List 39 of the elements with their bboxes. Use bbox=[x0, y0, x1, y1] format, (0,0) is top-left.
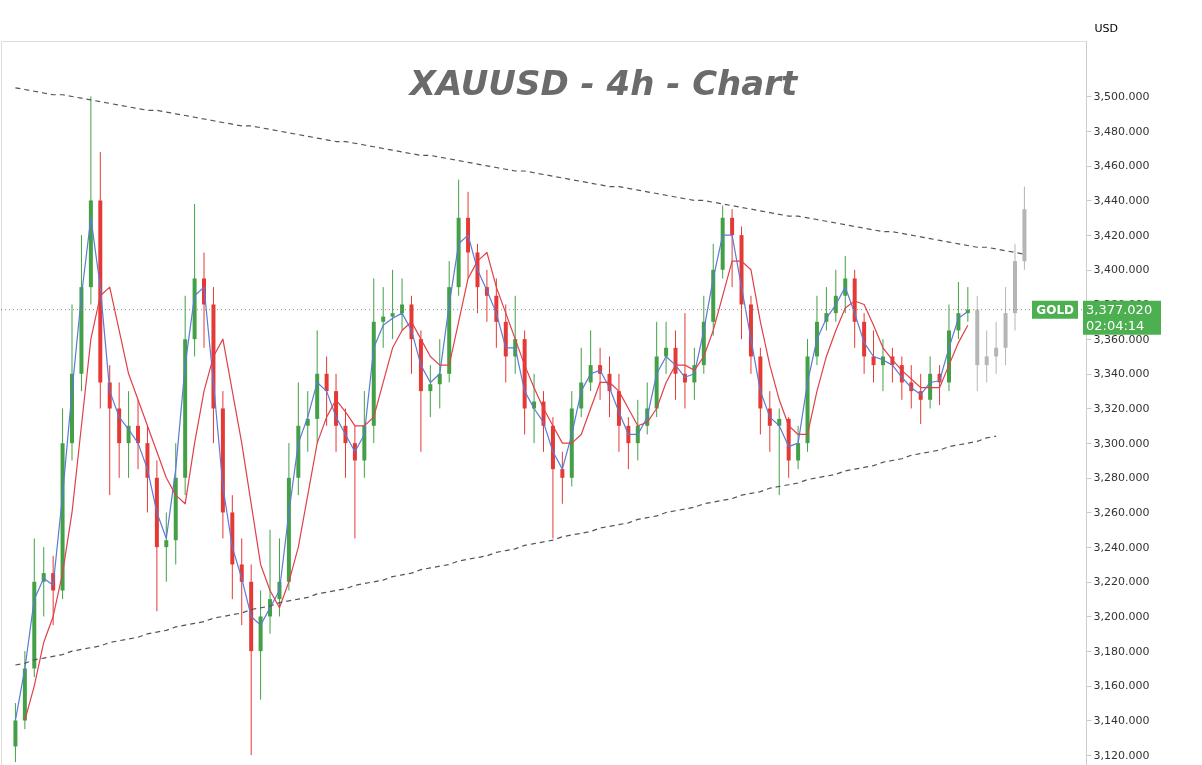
y-tick-label: 3,440.000 bbox=[1093, 193, 1150, 207]
y-tick-label: 3,500.000 bbox=[1093, 89, 1150, 103]
y-tick-label: 3,140.000 bbox=[1093, 713, 1150, 727]
y-tick-label: 3,360.000 bbox=[1093, 332, 1150, 346]
line-series bbox=[14, 435, 997, 666]
candlestick bbox=[994, 321, 999, 375]
y-tick-label: 3,280.000 bbox=[1093, 471, 1150, 485]
candlestick bbox=[381, 286, 386, 349]
candlestick bbox=[560, 451, 565, 505]
y-tick-label: 3,320.000 bbox=[1093, 401, 1150, 415]
candlestick bbox=[871, 329, 876, 383]
y-tick-label: 3,420.000 bbox=[1093, 228, 1150, 242]
y-tick-label: 3,240.000 bbox=[1093, 540, 1150, 554]
y-tick-label: 3,180.000 bbox=[1093, 644, 1150, 658]
text: 02:04:14 bbox=[1086, 317, 1145, 333]
y-tick-label: 3,460.000 bbox=[1093, 159, 1150, 173]
candlestick bbox=[730, 208, 735, 288]
ref-line-label: GOLD bbox=[1036, 302, 1075, 317]
y-tick-label: 3,120.000 bbox=[1093, 748, 1150, 762]
text: 3,377.020 bbox=[1086, 301, 1153, 317]
y-tick-label: 3,300.000 bbox=[1093, 436, 1150, 450]
y-tick-label: 3,340.000 bbox=[1093, 367, 1150, 381]
candlestick bbox=[796, 425, 801, 470]
candlestick bbox=[984, 329, 989, 383]
y-tick-label: 3,160.000 bbox=[1093, 679, 1150, 693]
candlestick bbox=[324, 355, 329, 427]
candlestick bbox=[164, 511, 169, 583]
text: XAUUSD - 4h - Chart bbox=[407, 63, 799, 103]
y-tick-label: 3,200.000 bbox=[1093, 609, 1150, 623]
y-tick-label: 3,260.000 bbox=[1093, 505, 1150, 519]
y-tick-label: 3,400.000 bbox=[1093, 263, 1150, 277]
candlestick bbox=[664, 321, 669, 375]
candlestick bbox=[136, 399, 141, 470]
y-tick-label: 3,480.000 bbox=[1093, 124, 1150, 138]
candlestick bbox=[400, 277, 405, 331]
candlestick bbox=[390, 269, 395, 340]
y-axis-title: USD bbox=[1094, 21, 1119, 35]
y-tick-label: 3,220.000 bbox=[1093, 575, 1150, 589]
candlestick bbox=[428, 364, 433, 418]
